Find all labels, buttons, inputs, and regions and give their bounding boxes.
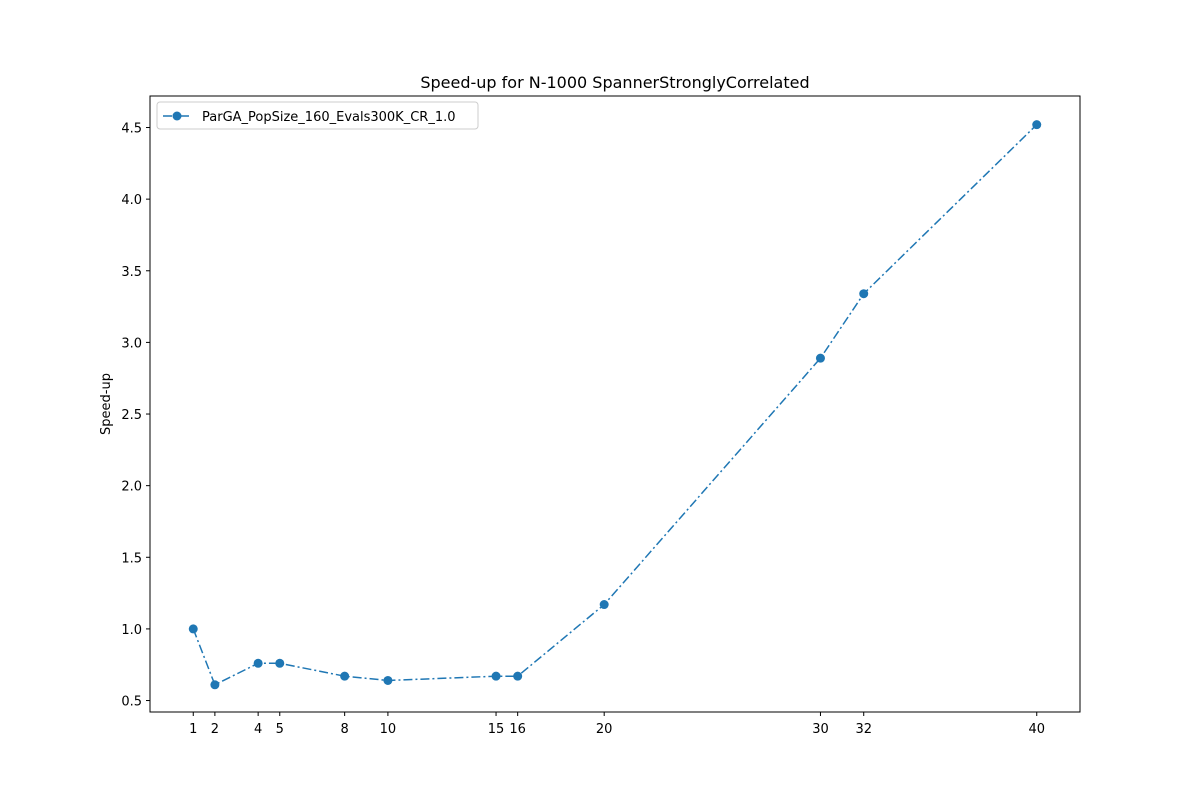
data-point xyxy=(599,600,609,610)
x-tick-label: 5 xyxy=(276,722,284,737)
series-line xyxy=(192,124,1038,686)
x-tick-label: 10 xyxy=(380,722,397,737)
x-tick-label: 8 xyxy=(341,722,349,737)
y-tick-label: 3.5 xyxy=(121,265,142,280)
legend-entry-label: ParGA_PopSize_160_Evals300K_CR_1.0 xyxy=(202,110,456,125)
y-tick-label: 2.0 xyxy=(121,480,142,495)
legend-frame xyxy=(156,101,479,130)
data-point xyxy=(275,658,285,668)
axes-frame xyxy=(149,95,1081,713)
y-axis-label: Speed-up xyxy=(99,373,114,435)
x-tick-label: 1 xyxy=(189,722,197,737)
x-tick-label: 32 xyxy=(855,722,872,737)
x-tick-label: 15 xyxy=(488,722,505,737)
legend-marker-swatch xyxy=(172,111,182,121)
y-tick-label: 4.0 xyxy=(121,193,142,208)
y-tick-label: 1.5 xyxy=(121,551,142,566)
plot-area: 1 2 4 5 8 10 15 16 20 30 32 40 0.5 1.0 1.5 2.0 2.5 3.0 3.5… xyxy=(121,95,1081,737)
y-tick-label: 2.5 xyxy=(121,408,142,423)
x-tick-label: 16 xyxy=(509,722,526,737)
x-tick-label: 30 xyxy=(812,722,829,737)
y-tick-label: 0.5 xyxy=(121,695,142,710)
data-point xyxy=(815,353,825,363)
y-tick-label: 1.0 xyxy=(121,623,142,638)
x-tick-label: 4 xyxy=(254,722,262,737)
data-point xyxy=(253,658,263,668)
data-point xyxy=(383,675,393,685)
y-tick-label: 4.5 xyxy=(121,122,142,137)
chart-title: Speed-up for N-1000 SpannerStronglyCorre… xyxy=(420,73,809,92)
legend: ParGA_PopSize_160_Evals300K_CR_1.0 xyxy=(156,101,479,130)
x-tick-label: 20 xyxy=(596,722,613,737)
data-point xyxy=(859,289,869,299)
x-tick-label: 40 xyxy=(1028,722,1045,737)
data-point xyxy=(1032,120,1042,130)
data-point xyxy=(210,680,220,690)
y-tick-label: 3.0 xyxy=(121,336,142,351)
data-point xyxy=(491,671,501,681)
x-tick-label: 2 xyxy=(211,722,219,737)
data-point xyxy=(340,671,350,681)
data-point xyxy=(513,671,523,681)
data-point xyxy=(188,624,198,634)
